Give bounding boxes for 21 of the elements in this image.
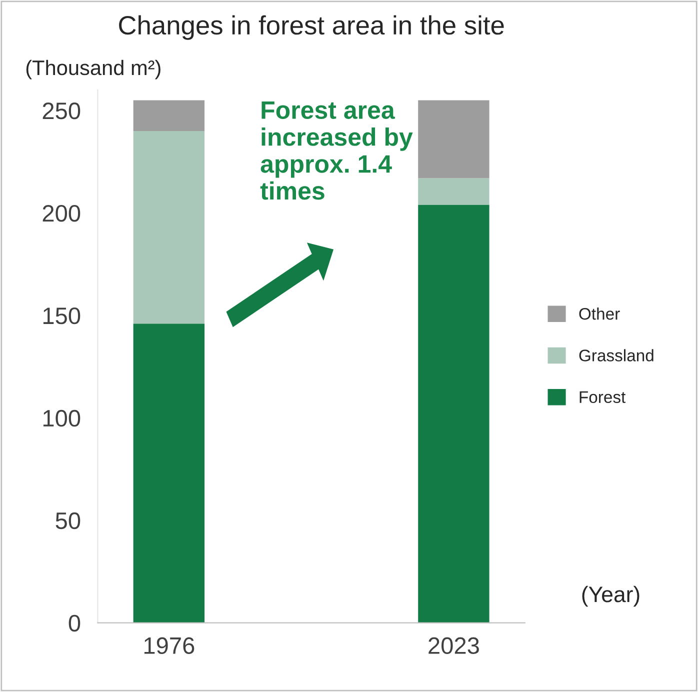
y-tick-label: 200 (42, 204, 80, 222)
y-tick-label: 0 (68, 614, 80, 632)
bar (133, 100, 205, 131)
x-tick-label: 2023 (428, 637, 479, 654)
y-axis-title: (Thousand m²) (26, 60, 160, 80)
y-tick-label: 100 (43, 410, 80, 427)
y-tick-label: 50 (56, 512, 80, 530)
legend-label: Grassland (579, 349, 654, 362)
bar (418, 100, 490, 178)
legend-label: Forest (580, 391, 626, 404)
y-tick-label: 250 (42, 102, 80, 120)
x-tick-label: 1976 (144, 637, 194, 654)
bar (133, 130, 205, 324)
bar (418, 178, 490, 205)
bar (418, 204, 490, 623)
chart-title: Changes in forest area in the site (119, 15, 504, 40)
y-tick-label: 150 (43, 307, 80, 324)
annotation: Forest area increased by approx. 1.4 times (260, 102, 413, 200)
bar (133, 324, 205, 623)
legend-label: Other (579, 308, 620, 320)
text: (Year) (582, 586, 640, 607)
